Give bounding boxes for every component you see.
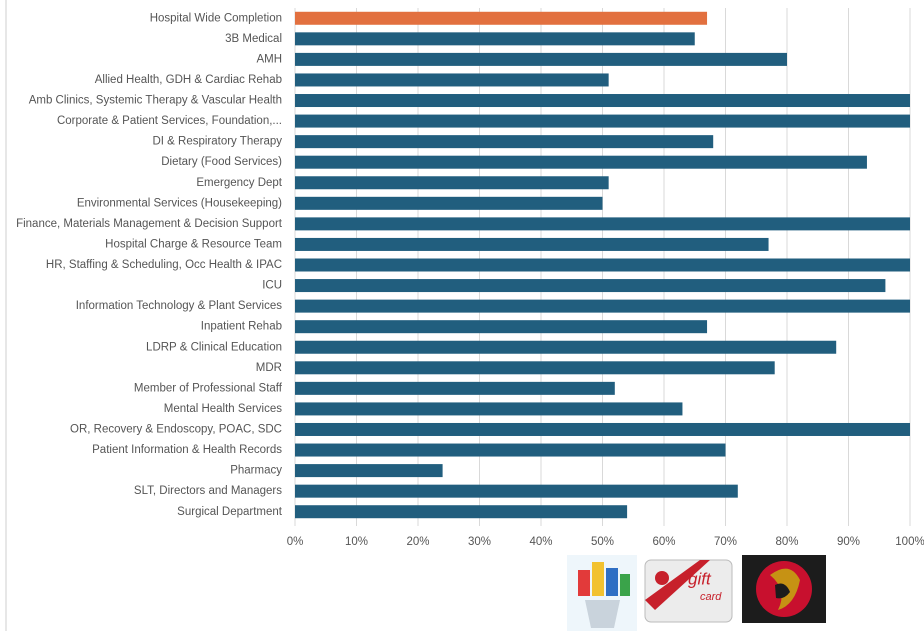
y-tick-label: Environmental Services (Housekeeping) [77, 197, 282, 209]
bar [295, 73, 609, 87]
bar [295, 196, 603, 210]
bar [295, 237, 769, 251]
gift-card: gift card [644, 559, 733, 623]
gift-card-word: card [700, 591, 722, 603]
y-tick-label: Hospital Charge & Resource Team [105, 238, 282, 250]
y-tick-label: Corporate & Patient Services, Foundation… [57, 115, 282, 127]
bar [295, 279, 886, 293]
y-tick-label: Inpatient Rehab [201, 321, 282, 333]
y-tick-label: Mental Health Services [164, 403, 282, 415]
bar [295, 422, 910, 436]
y-tick-label: 3B Medical [225, 33, 282, 45]
ribbon [645, 560, 710, 610]
y-tick-label: Emergency Dept [196, 177, 282, 189]
bar [295, 464, 443, 478]
x-tick-label: 60% [652, 536, 675, 548]
y-tick-label: LDRP & Clinical Education [146, 341, 282, 353]
y-tick-label: Amb Clinics, Systemic Therapy & Vascular… [29, 95, 282, 107]
basket [585, 600, 620, 628]
team-logo [742, 555, 826, 623]
bar [295, 114, 910, 128]
y-tick-label: Member of Professional Staff [134, 382, 283, 394]
bar [295, 32, 695, 46]
bar [295, 443, 726, 457]
bar [295, 484, 738, 498]
bar [295, 94, 910, 108]
snack [620, 574, 630, 596]
x-tick-label: 70% [714, 536, 737, 548]
y-tick-label: Finance, Materials Management & Decision… [16, 218, 283, 230]
bar [295, 176, 609, 190]
bar [295, 402, 683, 416]
x-tick-label: 100% [895, 536, 924, 548]
x-tick-label: 0% [287, 536, 304, 548]
bar [295, 155, 867, 169]
y-tick-label: Patient Information & Health Records [92, 444, 282, 456]
bar [295, 52, 787, 66]
bar [295, 361, 775, 375]
bar [295, 258, 910, 272]
bow [655, 571, 669, 585]
y-tick-label: DI & Respiratory Therapy [152, 136, 282, 148]
y-tick-label: Dietary (Food Services) [161, 156, 282, 168]
bar [295, 505, 628, 519]
y-tick-label: SLT, Directors and Managers [134, 485, 282, 497]
y-tick-label: Information Technology & Plant Services [76, 300, 283, 312]
x-tick-label: 10% [345, 536, 368, 548]
x-tick-label: 20% [406, 536, 429, 548]
y-tick-label: Allied Health, GDH & Cardiac Rehab [95, 74, 282, 86]
y-tick-label: Surgical Department [177, 506, 283, 518]
bar [295, 299, 910, 313]
snack [578, 570, 590, 596]
x-tick-label: 80% [775, 536, 798, 548]
y-tick-label: ICU [262, 280, 282, 292]
y-tick-label: OR, Recovery & Endoscopy, POAC, SDC [70, 424, 282, 436]
y-tick-label: MDR [256, 362, 282, 374]
snack [592, 562, 604, 596]
bar [295, 217, 910, 231]
bar [295, 320, 708, 334]
y-tick-label: Hospital Wide Completion [150, 12, 282, 24]
y-tick-label: Pharmacy [230, 465, 282, 477]
plot: 0% 10% 20% 30% 40% 50% 60% 70% 80% 90% 100% Hospita… [16, 8, 924, 548]
gift-basket [567, 555, 637, 631]
bar [295, 135, 714, 149]
snack [606, 568, 618, 596]
bar [295, 340, 837, 354]
logo-face [775, 583, 790, 599]
bar [295, 381, 615, 395]
gift-card-word: gift [688, 569, 712, 588]
x-tick-label: 30% [468, 536, 491, 548]
y-tick-label: HR, Staffing & Scheduling, Occ Health & … [46, 259, 282, 271]
y-tick-label: AMH [256, 53, 282, 65]
x-tick-label: 90% [837, 536, 860, 548]
bar [295, 11, 708, 25]
x-tick-label: 40% [529, 536, 552, 548]
x-tick-label: 50% [591, 536, 614, 548]
